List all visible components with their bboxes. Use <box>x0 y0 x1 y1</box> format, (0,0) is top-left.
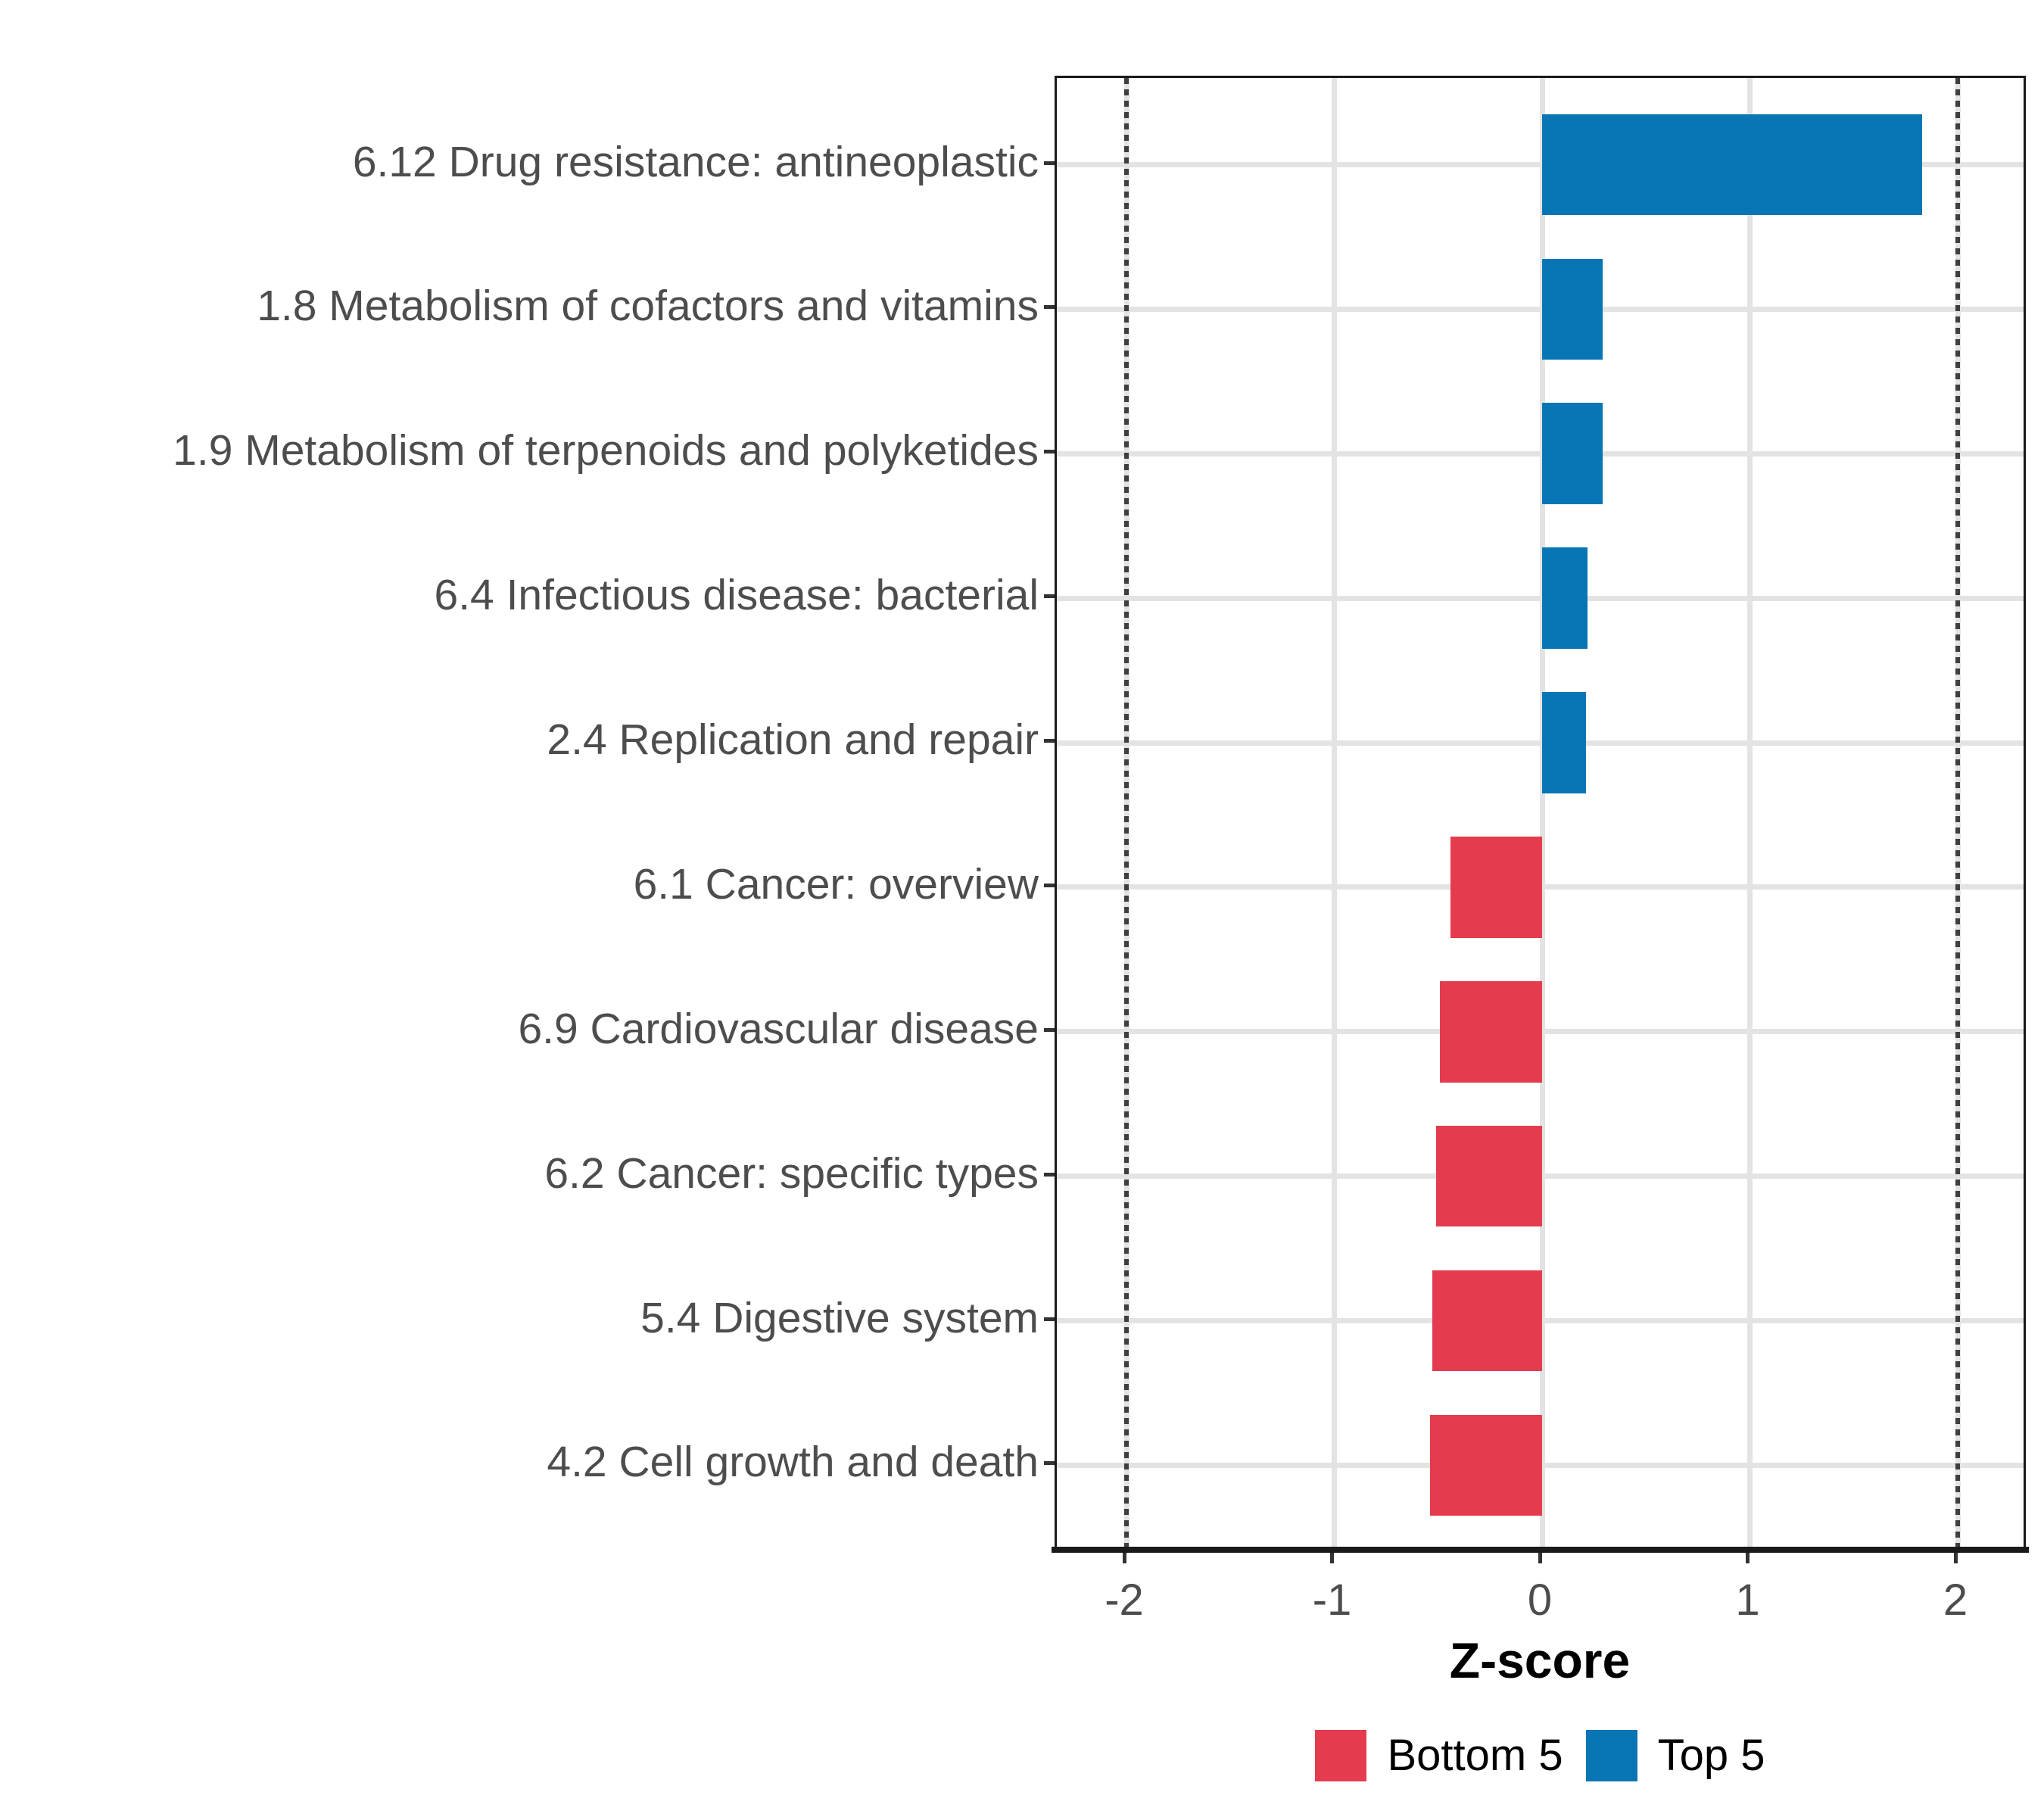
bar <box>1450 837 1542 938</box>
x-tick-mark <box>1953 1553 1958 1563</box>
bar <box>1440 980 1542 1083</box>
y-axis-label: 4.2 Cell growth and death <box>547 1438 1039 1487</box>
y-tick-mark <box>1044 305 1055 310</box>
y-tick-mark <box>1044 161 1055 165</box>
y-axis-label: 6.2 Cancer: specific types <box>544 1148 1039 1198</box>
gridline-vertical <box>1332 78 1337 1547</box>
x-axis-title: Z-score <box>1449 1632 1631 1688</box>
legend-label: Top 5 <box>1657 1731 1765 1780</box>
x-tick-mark <box>1122 1553 1126 1563</box>
x-tick-label: 1 <box>1735 1575 1760 1625</box>
plot-panel <box>1055 76 2026 1550</box>
bar <box>1542 114 1923 216</box>
y-axis-label: 2.4 Replication and repair <box>547 715 1039 765</box>
y-axis-label: 6.4 Infectious disease: bacterial <box>434 571 1039 620</box>
bar <box>1542 547 1588 649</box>
reference-line-dotted <box>1124 78 1129 1547</box>
y-axis-label: 6.1 Cancer: overview <box>633 859 1039 908</box>
x-tick-label: -2 <box>1105 1575 1144 1625</box>
bar <box>1432 1270 1542 1372</box>
bar <box>1542 258 1603 360</box>
y-tick-mark <box>1044 1461 1055 1466</box>
reference-line-dotted <box>1955 78 1960 1547</box>
legend-key-swatch <box>1315 1730 1367 1781</box>
y-axis-label: 6.12 Drug resistance: antineoplastic <box>352 137 1039 186</box>
bar <box>1542 403 1603 505</box>
y-axis-label: 5.4 Digestive system <box>640 1293 1039 1342</box>
gridline-vertical <box>1539 78 1545 1547</box>
x-tick-mark <box>1330 1553 1334 1563</box>
legend-item: Top 5 <box>1585 1730 1765 1781</box>
x-tick-label: -1 <box>1312 1575 1352 1625</box>
y-axis-label: 1.9 Metabolism of terpenoids and polyket… <box>173 426 1039 475</box>
y-tick-mark <box>1044 450 1055 454</box>
legend-key-swatch <box>1585 1730 1637 1781</box>
gridline-vertical <box>1747 78 1753 1547</box>
x-tick-label: 0 <box>1527 1575 1553 1625</box>
bar <box>1542 692 1586 793</box>
y-tick-mark <box>1044 594 1055 599</box>
y-tick-mark <box>1044 1172 1055 1177</box>
x-tick-mark <box>1746 1553 1750 1563</box>
y-tick-mark <box>1044 1027 1055 1032</box>
bar <box>1429 1414 1542 1516</box>
y-tick-mark <box>1044 739 1055 743</box>
y-axis-label: 6.9 Cardiovascular disease <box>518 1004 1039 1053</box>
x-tick-mark <box>1538 1553 1542 1563</box>
legend-label: Bottom 5 <box>1387 1731 1563 1780</box>
legend-item: Bottom 5 <box>1315 1730 1563 1781</box>
y-tick-mark <box>1044 1317 1055 1321</box>
legend: Bottom 5 Top 5 <box>1055 1729 2026 1782</box>
bar <box>1436 1125 1542 1227</box>
x-tick-label: 2 <box>1943 1575 1968 1625</box>
y-axis-label: 1.8 Metabolism of cofactors and vitamins <box>257 282 1039 331</box>
y-tick-mark <box>1044 883 1055 887</box>
x-axis-line <box>1052 1547 2029 1553</box>
